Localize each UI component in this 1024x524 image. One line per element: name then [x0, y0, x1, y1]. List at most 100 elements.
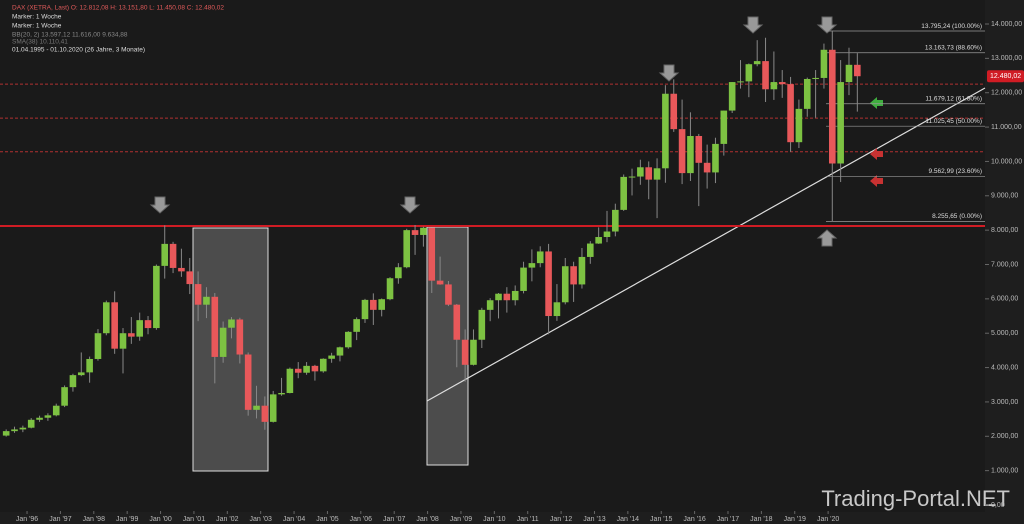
- candle-body: [219, 327, 227, 357]
- arrow-down: [816, 16, 838, 34]
- candle-body: [745, 64, 753, 82]
- fib-label: 11.025,45 (50.00%): [925, 118, 982, 125]
- candle-body: [286, 368, 294, 393]
- legend-entry: BB(20, 2) 13.597,12 11.616,00 9.634,88: [12, 32, 128, 39]
- candle-body: [186, 271, 194, 285]
- candle-body: [828, 49, 836, 164]
- candle-body: [536, 251, 544, 264]
- candle-body: [119, 333, 127, 349]
- candle-body: [244, 354, 252, 410]
- legend-entry: Marker: 1 Woche: [12, 23, 62, 30]
- x-tick-label: Jan '10: [483, 516, 505, 523]
- candle-body: [128, 333, 135, 337]
- candle-body: [653, 168, 661, 180]
- arrow-up: [816, 229, 838, 247]
- legend-entry: SMA(38) 10.110,41: [12, 39, 68, 46]
- x-tick-label: Jan '09: [450, 516, 472, 523]
- candle-body: [69, 375, 77, 388]
- candle-body: [144, 320, 152, 329]
- x-tick-label: Jan '15: [650, 516, 672, 523]
- candle-body: [303, 365, 310, 373]
- candle-body: [720, 110, 728, 144]
- candle-body: [169, 243, 177, 268]
- candle-body: [445, 284, 452, 305]
- y-tick-label: 7.000,00: [991, 261, 1018, 268]
- x-tick-label: Jan '05: [316, 516, 338, 523]
- last-price-label: 12.480,02: [990, 73, 1021, 80]
- candle-body: [36, 417, 43, 420]
- arrow-left: [870, 148, 883, 160]
- x-tick-label: Jan '17: [717, 516, 739, 523]
- candle-body: [837, 82, 844, 164]
- x-tick-label: Jan '13: [583, 516, 605, 523]
- candle-body: [19, 427, 27, 430]
- candle-body: [712, 143, 719, 173]
- fib-label: 13.795,24 (100.00%): [921, 23, 982, 30]
- candle-body: [620, 176, 627, 210]
- candle-body: [528, 263, 536, 268]
- candle-body: [203, 296, 210, 305]
- candle-body: [311, 365, 319, 372]
- candle-body: [678, 129, 686, 174]
- arrow-down: [399, 196, 421, 214]
- candle-body: [753, 61, 761, 65]
- arrow-left: [870, 175, 883, 187]
- trend-line: [426, 87, 986, 402]
- candle-body: [345, 331, 352, 348]
- candle-body: [236, 319, 244, 355]
- y-tick-label: 2.000,00: [991, 433, 1018, 440]
- candle-body: [161, 243, 169, 266]
- candle-body: [595, 237, 602, 244]
- candle-body: [94, 333, 102, 359]
- x-tick-label: Jan '96: [16, 516, 38, 523]
- plot-area: [0, 0, 985, 512]
- candle-body: [628, 176, 636, 178]
- candle-body: [670, 93, 678, 130]
- x-tick-label: Jan '97: [49, 516, 71, 523]
- candle-body: [545, 251, 552, 317]
- legend-entry: Marker: 1 Woche: [12, 14, 62, 21]
- candle-body: [294, 368, 302, 373]
- y-tick-label: 3.000,00: [991, 399, 1018, 406]
- arrow-down: [149, 196, 171, 214]
- candle-body: [136, 320, 143, 337]
- x-tick-label: Jan '12: [550, 516, 572, 523]
- candle-body: [253, 405, 260, 410]
- legend-entry: DAX (XETRA, Last) O: 12.812,08 H: 13.151…: [12, 5, 224, 12]
- legend: DAX (XETRA, Last) O: 12.812,08 H: 13.151…: [12, 5, 224, 54]
- candle-body: [27, 419, 35, 428]
- candle-body: [86, 358, 93, 373]
- candle-body: [612, 209, 619, 232]
- arrow-down: [742, 16, 764, 34]
- x-tick-label: Jan '07: [383, 516, 405, 523]
- fib-label: 11.679,12 (61.80%): [925, 95, 982, 102]
- candle-body: [578, 256, 586, 285]
- candle-body: [111, 302, 118, 349]
- candle-body: [395, 267, 402, 279]
- arrow-down: [658, 64, 680, 82]
- candle-body: [261, 405, 269, 422]
- y-tick-label: 14.000,00: [991, 21, 1022, 28]
- y-tick-label: 10.000,00: [991, 158, 1022, 165]
- candle-body: [319, 358, 327, 372]
- candle-body: [370, 299, 377, 310]
- candle-body: [845, 64, 853, 83]
- candle-body: [194, 284, 202, 305]
- fib-label: 13.163,73 (88.60%): [925, 44, 982, 51]
- candle-body: [278, 392, 285, 395]
- candle-body: [662, 93, 669, 169]
- candle-body: [269, 394, 277, 422]
- x-tick-label: Jan '02: [216, 516, 238, 523]
- y-tick-label: 12.000,00: [991, 90, 1022, 97]
- candle-body: [703, 162, 711, 173]
- candle-body: [803, 78, 811, 109]
- candle-body: [77, 372, 85, 376]
- candle-body: [495, 293, 502, 301]
- candle-body: [787, 84, 794, 143]
- x-tick-label: Jan '01: [183, 516, 205, 523]
- x-tick-label: Jan '06: [350, 516, 372, 523]
- candle-body: [436, 280, 444, 285]
- candle-body: [153, 265, 160, 329]
- candle-body: [411, 230, 419, 235]
- candle-body: [511, 290, 519, 301]
